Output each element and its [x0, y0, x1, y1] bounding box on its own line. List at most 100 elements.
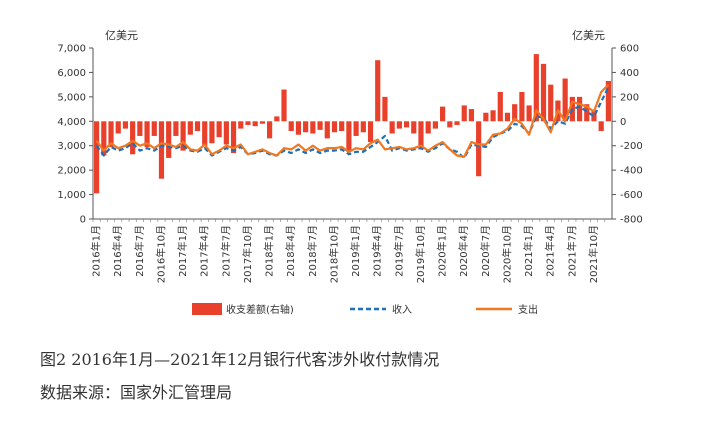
- bar-2018-05: [295, 121, 302, 135]
- right-tick-label: 200: [620, 92, 639, 103]
- legend-swatch-balance: [192, 303, 222, 315]
- bar-2020-05: [468, 109, 475, 122]
- bar-2019-07: [396, 121, 402, 129]
- bar-2018-01: [267, 121, 273, 139]
- axes: 0 1,000 2,000 3,000 4,000 5,000 6,000 7,000 -800…: [57, 29, 642, 283]
- x-tick-label: 2020年10月: [500, 225, 513, 283]
- bar-2016-07: [137, 121, 143, 136]
- x-tick-label: 2016年4月: [111, 225, 124, 277]
- left-tick-label: 6,000: [57, 68, 86, 79]
- bar-2020-06: [476, 121, 482, 177]
- bar-2016-01: [94, 121, 100, 194]
- bar-2016-12: [173, 121, 179, 136]
- bar-2017-08: [230, 121, 237, 154]
- x-tick-label: 2017年7月: [219, 225, 232, 277]
- bar-2016-04: [115, 121, 121, 134]
- legend-label-expenditure: 支出: [518, 303, 538, 316]
- bar-2020-07: [483, 112, 489, 122]
- bar-2020-11: [512, 104, 518, 122]
- bar-2016-02: [101, 121, 107, 156]
- bar-2021-10: [591, 110, 597, 122]
- bar-2019-12: [432, 121, 438, 129]
- bar-2019-11: [425, 121, 431, 134]
- right-tick-label: 400: [620, 68, 639, 79]
- x-tick-label: 2018年10月: [327, 225, 340, 283]
- bar-2019-02: [360, 121, 366, 133]
- bar-2021-03: [540, 63, 547, 122]
- x-tick-label: 2016年7月: [133, 225, 146, 277]
- bar-2020-12: [519, 91, 525, 122]
- bar-2017-09: [238, 121, 244, 129]
- x-tick-label: 2021年7月: [565, 225, 578, 277]
- bar-2021-01: [526, 105, 532, 122]
- bar-2016-06: [130, 121, 136, 155]
- bar-2019-05: [382, 96, 388, 122]
- left-axis-unit: 亿美元: [105, 29, 138, 42]
- bar-2018-03: [281, 89, 287, 122]
- x-tick-label: 2020年7月: [479, 225, 492, 277]
- bar-2021-06: [562, 78, 568, 122]
- bar-2018-12: [346, 121, 352, 152]
- left-tick-label: 3,000: [57, 141, 86, 152]
- bar-2018-09: [324, 121, 330, 139]
- bar-2017-11: [252, 121, 258, 127]
- x-tick-label: 2017年10月: [241, 225, 254, 283]
- x-tick-label: 2020年1月: [436, 225, 449, 277]
- bar-2017-04: [202, 121, 208, 146]
- right-tick-label: -800: [620, 215, 643, 226]
- left-tick-label: 1,000: [57, 190, 86, 201]
- bar-2021-08: [576, 96, 583, 122]
- bar-2016-03: [108, 121, 114, 147]
- bar-2021-09: [584, 104, 590, 122]
- x-tick-label: 2020年4月: [457, 225, 470, 277]
- bar-2017-06: [216, 121, 222, 138]
- bar-2021-04: [548, 84, 554, 122]
- chart: 0 1,000 2,000 3,000 4,000 5,000 6,000 7,000 -800…: [57, 29, 642, 316]
- left-tick-label: 0: [80, 215, 86, 226]
- line-series-group: [95, 83, 610, 160]
- x-tick-label: 2021年1月: [522, 225, 535, 277]
- bar-2017-01: [180, 121, 186, 151]
- bar-2017-10: [245, 121, 251, 125]
- x-tick-label: 2019年7月: [392, 225, 405, 277]
- left-tick-label: 4,000: [57, 117, 86, 128]
- bar-2020-04: [461, 105, 467, 122]
- bar-2018-08: [317, 121, 323, 130]
- bar-2017-07: [223, 121, 229, 145]
- right-tick-label: -200: [620, 141, 643, 152]
- figure-source: 数据来源：国家外汇管理局: [40, 383, 233, 402]
- bar-2018-07: [310, 121, 316, 134]
- x-tick-label: 2019年1月: [349, 225, 362, 277]
- bar-2018-04: [288, 121, 294, 132]
- x-tick-label: 2019年4月: [371, 225, 384, 277]
- line-expenditure: [95, 83, 610, 158]
- legend: 收支差额(右轴) 收入 支出: [192, 303, 538, 316]
- bar-2021-12: [605, 80, 611, 122]
- bar-2020-10: [504, 112, 511, 122]
- bar-2020-02: [447, 121, 453, 128]
- bar-2019-01: [353, 121, 359, 136]
- bar-2019-03: [367, 121, 374, 143]
- bar-2018-11: [339, 121, 345, 132]
- legend-label-balance: 收支差额(右轴): [226, 303, 294, 316]
- bar-2019-09: [411, 121, 417, 134]
- bar-2016-05: [122, 121, 129, 129]
- x-tick-label: 2017年1月: [176, 225, 189, 277]
- x-tick-label: 2017年4月: [198, 225, 211, 277]
- x-tick-label: 2016年10月: [154, 225, 167, 283]
- bar-2017-12: [259, 121, 265, 124]
- right-tick-label: -400: [620, 166, 643, 177]
- x-tick-label: 2016年1月: [90, 225, 103, 277]
- right-tick-label: 0: [620, 117, 626, 128]
- bar-2016-08: [144, 121, 150, 147]
- bar-2019-06: [389, 121, 395, 134]
- bar-series-balance: [94, 54, 611, 194]
- left-tick-label: 2,000: [57, 166, 86, 177]
- bar-2016-11: [166, 121, 172, 158]
- bar-2021-02: [533, 54, 539, 122]
- x-tick-label: 2018年1月: [263, 225, 276, 277]
- left-tick-label: 7,000: [57, 44, 86, 55]
- x-tick-label: 2018年7月: [306, 225, 319, 277]
- legend-label-income: 收入: [392, 303, 412, 316]
- bar-2019-08: [403, 121, 410, 128]
